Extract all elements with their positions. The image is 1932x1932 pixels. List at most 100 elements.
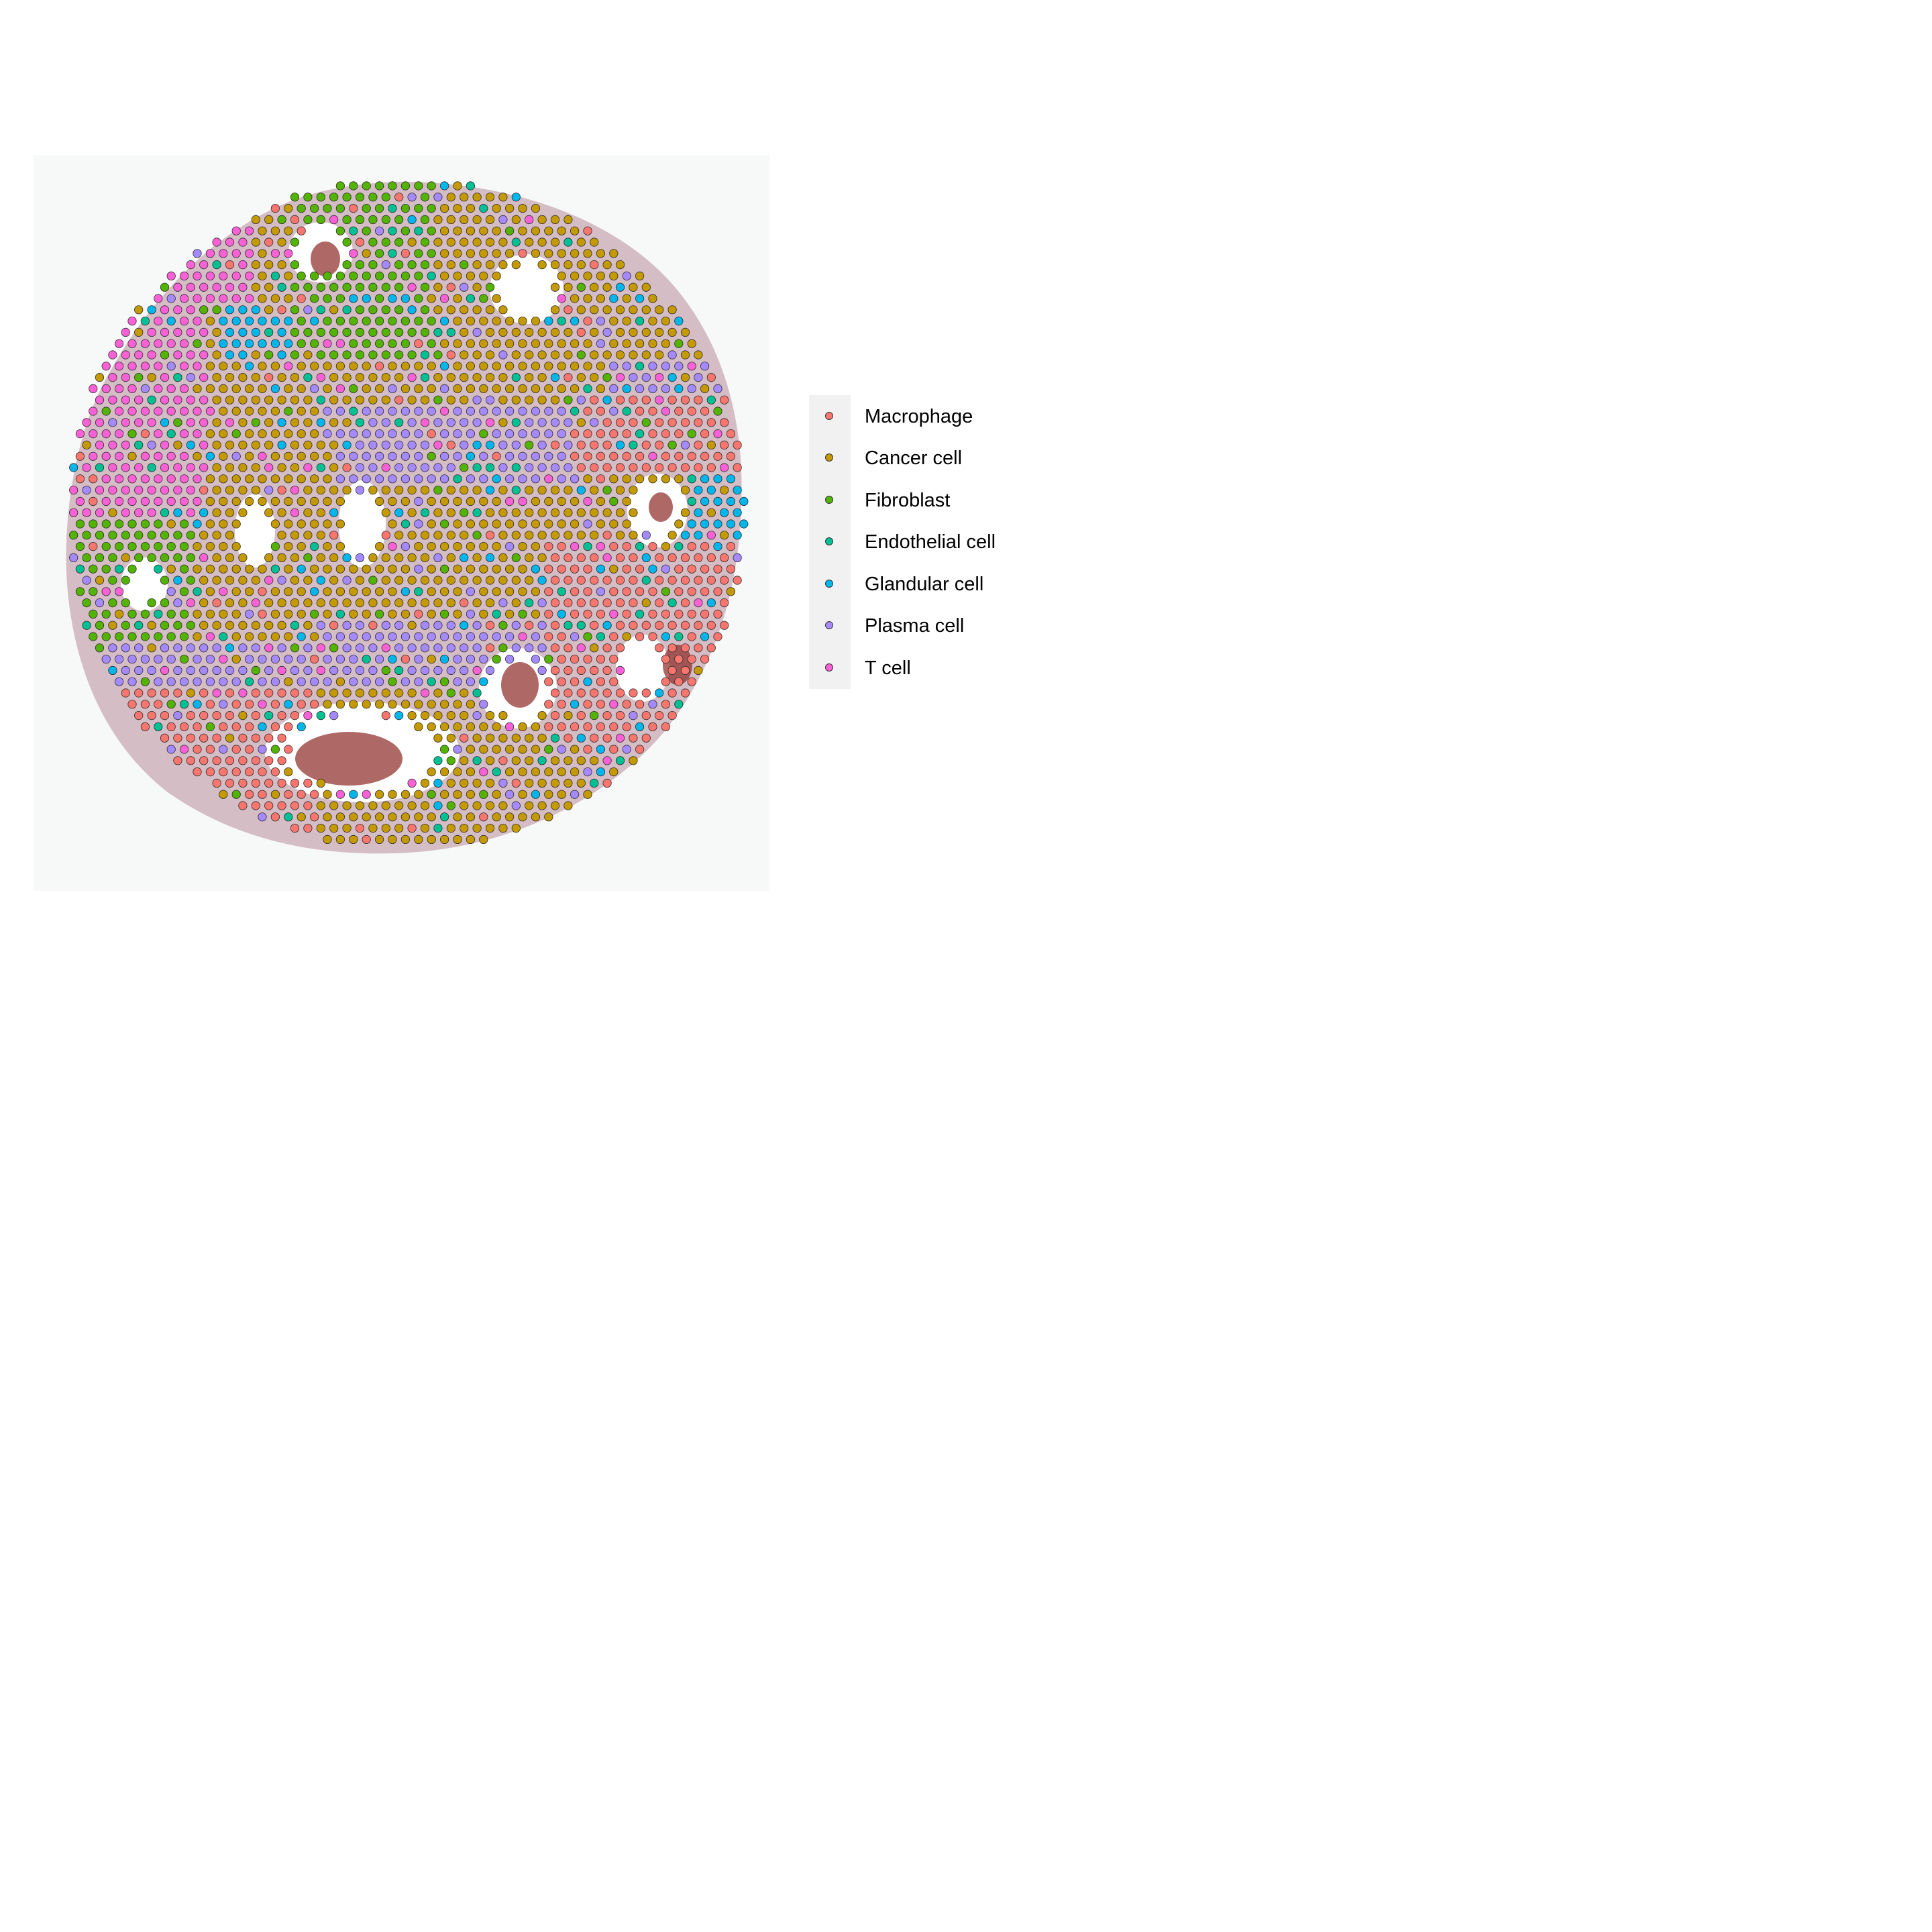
spot — [368, 282, 378, 292]
spot — [511, 215, 521, 225]
spot — [713, 474, 722, 484]
spot — [485, 553, 495, 563]
spot — [166, 384, 176, 393]
spot — [251, 778, 260, 788]
spot — [225, 508, 235, 517]
spot — [121, 553, 130, 563]
spot — [166, 407, 176, 416]
spot — [69, 485, 78, 495]
spot — [270, 407, 280, 416]
spot — [121, 327, 130, 337]
spot — [596, 541, 606, 551]
spot — [466, 812, 476, 822]
spot — [147, 508, 156, 517]
spot — [342, 801, 352, 810]
spot — [583, 722, 592, 732]
spot — [492, 429, 501, 439]
spot — [720, 531, 729, 540]
spot — [439, 632, 449, 641]
spot — [284, 429, 293, 439]
spot — [394, 643, 404, 653]
spot — [264, 282, 274, 292]
spot — [641, 621, 651, 630]
spot — [446, 215, 455, 225]
spot — [590, 778, 599, 788]
spot — [335, 451, 345, 461]
spot — [420, 643, 430, 653]
spot — [674, 541, 684, 551]
spot — [407, 372, 417, 382]
spot — [368, 576, 378, 585]
spot — [89, 451, 98, 461]
spot — [661, 474, 671, 484]
spot — [362, 317, 371, 326]
spot — [661, 700, 671, 709]
spot — [525, 485, 534, 495]
spot — [504, 226, 515, 235]
spot — [453, 429, 462, 439]
spot — [629, 576, 638, 585]
spot — [706, 531, 716, 540]
spot — [479, 790, 488, 799]
spot — [270, 564, 280, 574]
spot — [303, 440, 313, 449]
spot — [641, 710, 651, 720]
spot — [453, 407, 462, 416]
spot — [400, 429, 411, 439]
spot — [284, 564, 293, 574]
spot — [479, 677, 488, 686]
spot — [472, 621, 482, 630]
spot — [368, 305, 378, 315]
spot — [394, 237, 404, 247]
spot — [238, 395, 248, 405]
spot — [537, 710, 547, 720]
spot — [570, 609, 580, 619]
spot — [622, 745, 631, 754]
spot — [290, 801, 300, 810]
spot — [460, 553, 469, 563]
spot — [270, 317, 280, 326]
spot — [258, 429, 267, 439]
spot — [460, 778, 469, 788]
spot — [596, 587, 606, 596]
spot — [270, 654, 280, 664]
spot — [147, 665, 156, 676]
spot — [472, 237, 482, 247]
spot — [414, 384, 423, 393]
spot — [400, 564, 411, 574]
spot — [329, 485, 339, 495]
spot — [492, 362, 501, 371]
spot — [316, 598, 325, 608]
spot — [504, 249, 515, 258]
spot — [414, 271, 423, 280]
spot — [154, 294, 163, 303]
spot — [557, 451, 566, 461]
spot — [466, 181, 476, 191]
spot — [394, 350, 404, 360]
spot — [147, 643, 156, 653]
spot — [427, 632, 436, 641]
spot — [173, 463, 182, 472]
spot — [439, 700, 449, 709]
spot — [511, 395, 521, 405]
spot — [342, 395, 352, 405]
spot — [583, 317, 592, 326]
spot — [349, 317, 358, 326]
spot — [284, 226, 293, 235]
spot — [407, 260, 417, 270]
spot — [648, 587, 657, 596]
spot — [414, 204, 423, 213]
spot — [362, 407, 371, 416]
spot — [323, 632, 332, 641]
spot — [564, 260, 573, 270]
spot — [335, 541, 345, 551]
spot — [368, 440, 378, 449]
spot — [381, 801, 390, 810]
spot — [362, 654, 371, 664]
spot — [511, 418, 521, 427]
spot — [472, 733, 482, 743]
spot — [166, 609, 176, 619]
spot — [453, 317, 462, 326]
spot — [297, 204, 306, 213]
spot — [564, 485, 573, 495]
